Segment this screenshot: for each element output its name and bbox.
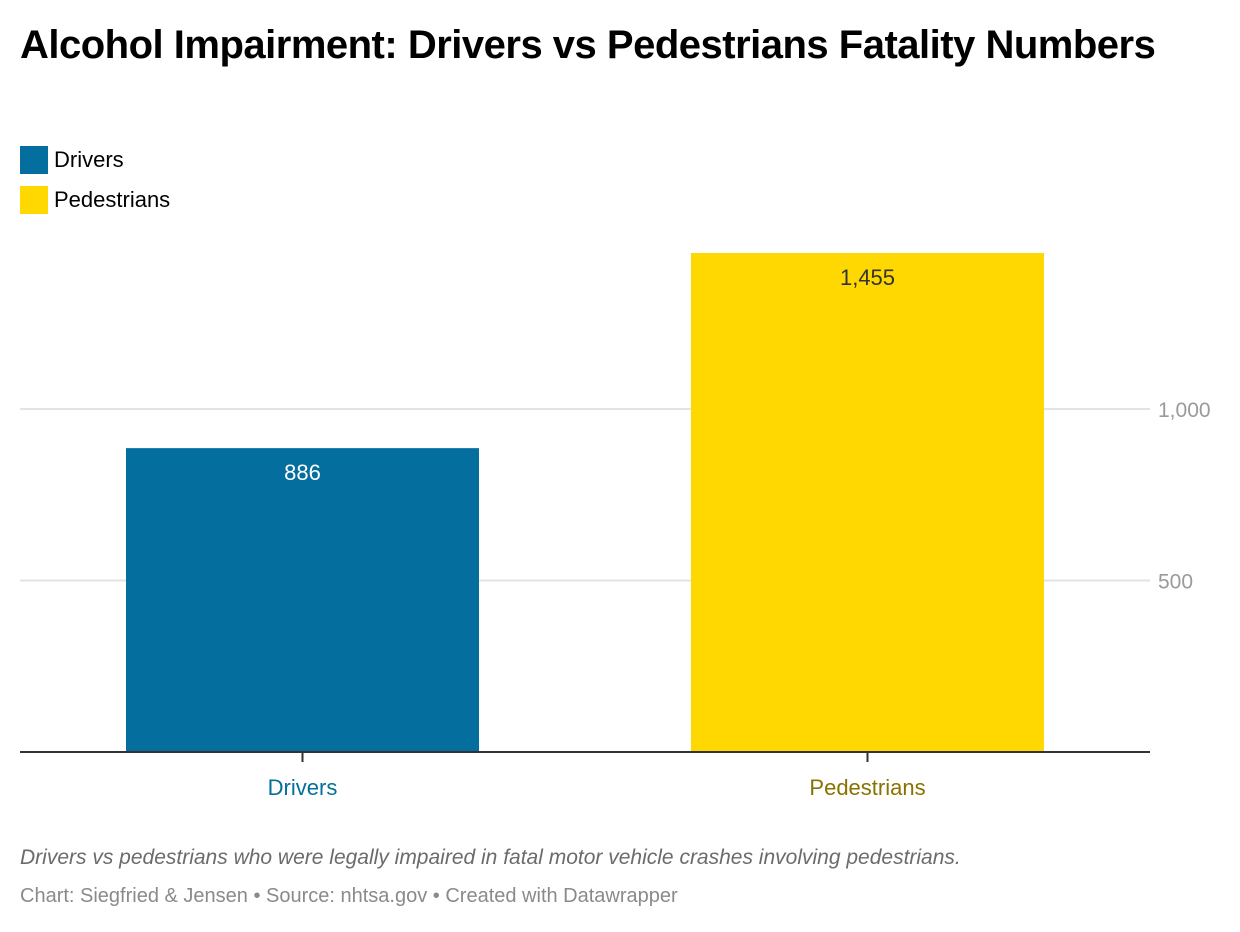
legend-label-pedestrians: Pedestrians: [54, 187, 171, 212]
legend-item-drivers: Drivers: [20, 140, 170, 180]
y-tick-label-1000: 1,000: [1158, 399, 1211, 422]
category-label-drivers: Drivers: [268, 775, 338, 800]
chart-credit: Chart: Siegfried & Jensen • Source: nhts…: [20, 885, 678, 907]
bar-drivers: [126, 448, 479, 752]
legend-swatch-pedestrians: [20, 186, 48, 214]
value-label-pedestrians: 1,455: [840, 265, 895, 290]
y-tick-label-500: 500: [1158, 571, 1193, 594]
chart-title: Alcohol Impairment: Drivers vs Pedestria…: [20, 23, 1156, 67]
category-label-pedestrians: Pedestrians: [809, 775, 925, 800]
legend-item-pedestrians: Pedestrians: [20, 180, 170, 220]
chart-caption: Drivers vs pedestrians who were legally …: [20, 846, 961, 869]
legend-label-drivers: Drivers: [54, 147, 124, 172]
value-label-drivers: 886: [284, 460, 321, 485]
bar-pedestrians: [691, 253, 1044, 752]
legend: Drivers Pedestrians: [20, 140, 170, 220]
legend-swatch-drivers: [20, 146, 48, 174]
